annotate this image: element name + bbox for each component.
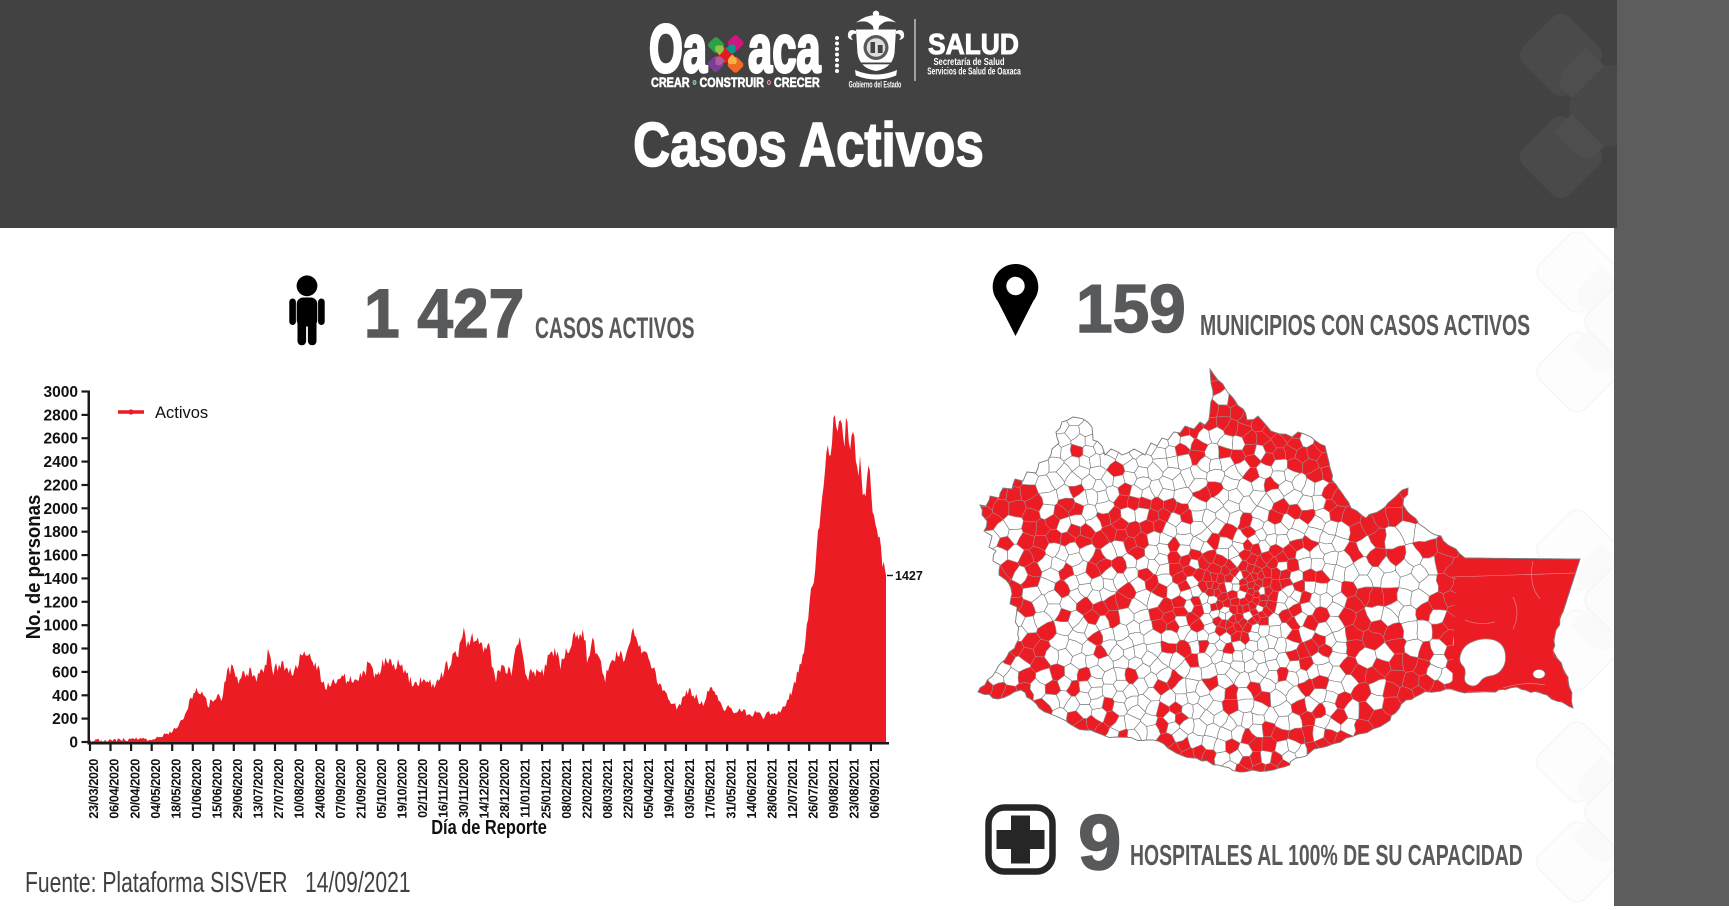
svg-text:SALUD: SALUD — [928, 28, 1019, 60]
svg-text:15/06/2020: 15/06/2020 — [211, 759, 225, 819]
svg-text:06/09/2021: 06/09/2021 — [868, 759, 882, 819]
svg-text:2000: 2000 — [44, 501, 78, 518]
svg-text:0: 0 — [69, 735, 78, 752]
svg-text:27/07/2020: 27/07/2020 — [272, 759, 286, 819]
svg-text:1000: 1000 — [44, 618, 78, 635]
svg-text:No. de personas: No. de personas — [23, 495, 45, 640]
svg-text:Secretaría de Salud: Secretaría de Salud — [933, 56, 1004, 67]
svg-text:04/05/2020: 04/05/2020 — [149, 759, 163, 819]
svg-text:2200: 2200 — [44, 478, 78, 495]
svg-text:22/02/2021: 22/02/2021 — [580, 759, 594, 819]
svg-text:1400: 1400 — [44, 571, 78, 588]
svg-text:18/05/2020: 18/05/2020 — [169, 759, 183, 819]
svg-text:07/09/2020: 07/09/2020 — [334, 759, 348, 819]
svg-text:2600: 2600 — [44, 431, 78, 448]
svg-text:03/05/2021: 03/05/2021 — [683, 759, 697, 819]
svg-text:1427: 1427 — [895, 569, 923, 583]
svg-text:19/04/2021: 19/04/2021 — [663, 759, 677, 819]
svg-text:08/03/2021: 08/03/2021 — [601, 759, 615, 819]
svg-text:23/08/2021: 23/08/2021 — [848, 759, 862, 819]
svg-text:09/08/2021: 09/08/2021 — [827, 759, 841, 819]
svg-text:24/08/2020: 24/08/2020 — [313, 759, 327, 819]
svg-text:08/02/2021: 08/02/2021 — [560, 759, 574, 819]
svg-text:22/03/2021: 22/03/2021 — [622, 759, 636, 819]
svg-text:19/10/2020: 19/10/2020 — [395, 759, 409, 819]
svg-text:2800: 2800 — [44, 407, 78, 424]
svg-text:Oa: Oa — [649, 11, 708, 87]
svg-text:200: 200 — [52, 711, 78, 728]
svg-text:400: 400 — [52, 688, 78, 705]
svg-text:3000: 3000 — [44, 384, 78, 401]
svg-text:17/05/2021: 17/05/2021 — [704, 759, 718, 819]
svg-text:1800: 1800 — [44, 524, 78, 541]
svg-text:26/07/2021: 26/07/2021 — [806, 759, 820, 819]
svg-text:29/06/2020: 29/06/2020 — [231, 759, 245, 819]
svg-text:05/04/2021: 05/04/2021 — [642, 759, 656, 819]
svg-text:CREAR • CONSTRUIR • CRECER: CREAR • CONSTRUIR • CRECER — [651, 75, 820, 91]
svg-text:13/07/2020: 13/07/2020 — [252, 759, 266, 819]
svg-text:06/04/2020: 06/04/2020 — [108, 759, 122, 819]
svg-text:31/05/2021: 31/05/2021 — [724, 759, 738, 819]
svg-text:14/06/2021: 14/06/2021 — [745, 759, 759, 819]
svg-text:12/07/2021: 12/07/2021 — [786, 759, 800, 819]
svg-text:aca: aca — [748, 11, 822, 87]
svg-text:28/12/2020: 28/12/2020 — [498, 759, 512, 819]
svg-text:01/06/2020: 01/06/2020 — [190, 759, 204, 819]
svg-text:20/04/2020: 20/04/2020 — [128, 759, 142, 819]
svg-text:21/09/2020: 21/09/2020 — [354, 759, 368, 819]
svg-text:Día de Reporte: Día de Reporte — [431, 815, 547, 838]
svg-text:14/12/2020: 14/12/2020 — [478, 759, 492, 819]
svg-text:Gobierno del Estado: Gobierno del Estado — [849, 79, 902, 90]
svg-text:1200: 1200 — [44, 594, 78, 611]
svg-text:28/06/2021: 28/06/2021 — [765, 759, 779, 819]
svg-text:800: 800 — [52, 641, 78, 658]
svg-text:1600: 1600 — [44, 548, 78, 565]
svg-text:2400: 2400 — [44, 454, 78, 471]
svg-text:02/11/2020: 02/11/2020 — [416, 759, 430, 818]
svg-text:05/10/2020: 05/10/2020 — [375, 759, 389, 819]
svg-text:11/01/2021: 11/01/2021 — [519, 759, 533, 818]
svg-text:10/08/2020: 10/08/2020 — [293, 759, 307, 819]
svg-text:600: 600 — [52, 664, 78, 681]
svg-text:16/11/2020: 16/11/2020 — [437, 759, 451, 818]
svg-text:30/11/2020: 30/11/2020 — [457, 759, 471, 818]
svg-text:Servicios de Salud de Oaxaca: Servicios de Salud de Oaxaca — [927, 65, 1021, 77]
svg-text:Activos: Activos — [155, 404, 208, 422]
svg-text:23/03/2020: 23/03/2020 — [87, 759, 101, 819]
svg-text:25/01/2021: 25/01/2021 — [539, 759, 553, 819]
